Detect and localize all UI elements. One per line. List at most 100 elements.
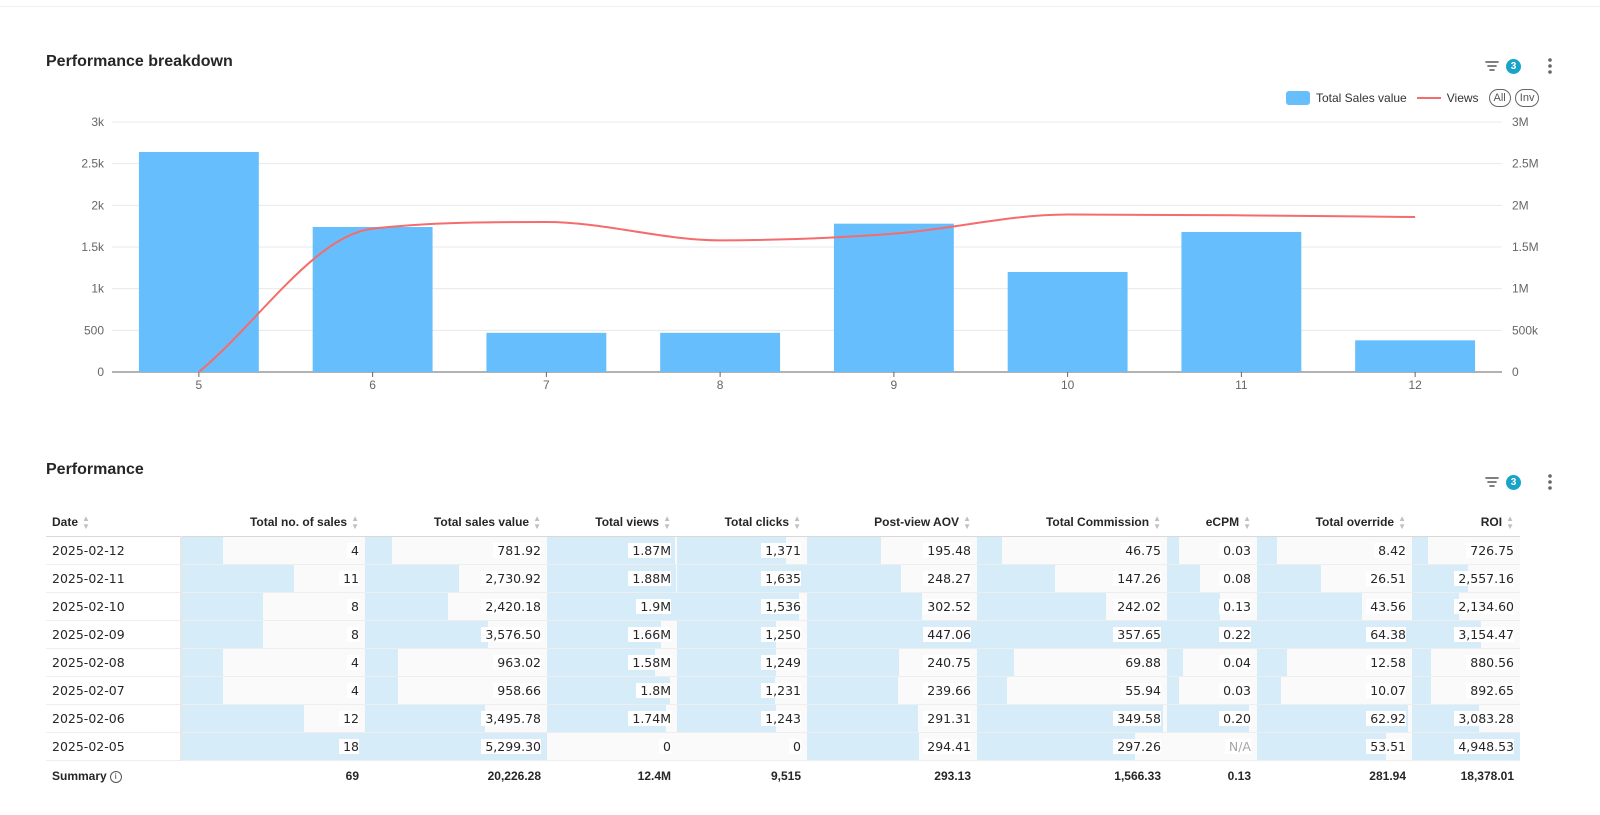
sort-icon[interactable]: ▲ ▼ xyxy=(1506,514,1514,531)
table-row[interactable]: 2025-02-05 18 5,299.30 0 0 294.41 297.26 N/A 53.… xyxy=(46,732,1520,761)
table-row[interactable]: 2025-02-07 4 958.66 1.8M 1,231 239.66 55.94 0.0… xyxy=(46,676,1520,705)
column-header-post-view-aov[interactable]: Post-view AOV ▲ ▼ xyxy=(807,510,977,537)
legend-inverse-button[interactable]: Inv xyxy=(1514,89,1540,107)
summary-cell: 1,566.33 xyxy=(977,760,1167,791)
metric-cell: 53.51 xyxy=(1257,732,1412,761)
metric-cell: 8.42 xyxy=(1257,536,1412,565)
cell-value: 1.74M xyxy=(628,711,671,726)
metric-cell: 2,730.92 xyxy=(365,564,547,593)
table-row[interactable]: 2025-02-06 12 3,495.78 1.74M 1,243 291.31 349.… xyxy=(46,704,1520,733)
cell-value: 43.56 xyxy=(1366,599,1406,614)
metric-cell: 55.94 xyxy=(977,676,1167,705)
combo-chart: 0 500 1k 1.5k 2k 2.5k 3k 0 500k 1M 1.5M 2M 2.5M 3M 5 6 7… xyxy=(81,115,1539,392)
column-header-label: Total clicks xyxy=(724,515,790,530)
table-filter-icon[interactable] xyxy=(1484,475,1500,491)
summary-cell: 69 xyxy=(181,760,365,791)
sort-icon[interactable]: ▲ ▼ xyxy=(663,514,671,531)
data-bar xyxy=(807,705,918,732)
column-header-label: Total Commission xyxy=(1045,515,1150,530)
data-bar xyxy=(1257,677,1282,704)
sort-icon[interactable]: ▲ ▼ xyxy=(793,514,801,531)
sort-icon[interactable]: ▲ ▼ xyxy=(1243,514,1251,531)
info-icon[interactable]: i xyxy=(109,770,122,783)
metric-cell: 1,231 xyxy=(677,676,807,705)
table-header-row: Date ▲ ▼ Total no. of sales ▲ ▼ Total sales va… xyxy=(46,510,1520,537)
sort-icon[interactable]: ▲ ▼ xyxy=(1153,514,1161,531)
cell-value: 12 xyxy=(339,711,359,726)
data-bar xyxy=(365,677,398,704)
sort-icon[interactable]: ▲ ▼ xyxy=(533,514,541,531)
cell-value: 0.13 xyxy=(1219,599,1251,614)
data-bar xyxy=(1167,593,1221,620)
column-header-total-clicks[interactable]: Total clicks ▲ ▼ xyxy=(677,510,807,537)
column-header-date[interactable]: Date ▲ ▼ xyxy=(46,510,181,537)
cell-value: 0.22 xyxy=(1219,627,1251,642)
metric-cell: 781.92 xyxy=(365,536,547,565)
column-header-total-override[interactable]: Total override ▲ ▼ xyxy=(1257,510,1412,537)
data-bar xyxy=(182,537,223,564)
metric-cell: 1.88M xyxy=(547,564,677,593)
data-bar xyxy=(677,621,777,648)
table-row[interactable]: 2025-02-11 11 2,730.92 1.88M 1,635 248.27 147.… xyxy=(46,564,1520,593)
sort-icon[interactable]: ▲ ▼ xyxy=(82,514,90,531)
sort-icon[interactable]: ▲ ▼ xyxy=(351,514,359,531)
left-axis-tick-label: 500 xyxy=(84,323,104,337)
metric-cell: 1,371 xyxy=(677,536,807,565)
data-bar xyxy=(365,705,486,732)
data-bar xyxy=(807,733,919,760)
metric-cell: 963.02 xyxy=(365,648,547,677)
table-more-icon[interactable] xyxy=(1544,472,1556,492)
metric-cell: 46.75 xyxy=(977,536,1167,565)
data-bar xyxy=(677,649,777,676)
column-header-ecpm[interactable]: eCPM ▲ ▼ xyxy=(1167,510,1257,537)
data-bar xyxy=(182,649,223,676)
chart-filter-icon[interactable] xyxy=(1484,59,1500,75)
metric-cell: 12 xyxy=(181,704,365,733)
cell-value: 880.56 xyxy=(1466,655,1514,670)
table-row[interactable]: 2025-02-10 8 2,420.18 1.9M 1,536 302.52 242.02… xyxy=(46,592,1520,621)
metric-cell: 447.06 xyxy=(807,620,977,649)
data-bar xyxy=(977,677,1007,704)
metric-cell: 195.48 xyxy=(807,536,977,565)
x-axis-tick-label: 6 xyxy=(369,378,376,392)
column-header-roi[interactable]: ROI ▲ ▼ xyxy=(1412,510,1520,537)
table-row[interactable]: 2025-02-08 4 963.02 1.58M 1,249 240.75 69.88 0.… xyxy=(46,648,1520,677)
column-header-label: Total sales value xyxy=(433,515,530,530)
cell-value: 294.41 xyxy=(923,739,971,754)
data-bar xyxy=(807,649,899,676)
cell-value: 2,134.60 xyxy=(1454,599,1514,614)
cell-value: 12.58 xyxy=(1366,655,1406,670)
metric-cell: 3,154.47 xyxy=(1412,620,1520,649)
table-row[interactable]: 2025-02-09 8 3,576.50 1.66M 1,250 447.06 357.6… xyxy=(46,620,1520,649)
right-axis-tick-label: 0 xyxy=(1512,365,1519,379)
chart-more-icon[interactable] xyxy=(1544,56,1556,76)
table-row[interactable]: 2025-02-12 4 781.92 1.87M 1,371 195.48 46.75 0.… xyxy=(46,536,1520,565)
column-header-total-no-of-sales[interactable]: Total no. of sales ▲ ▼ xyxy=(181,510,365,537)
column-header-total-sales-value[interactable]: Total sales value ▲ ▼ xyxy=(365,510,547,537)
metric-cell: 1,635 xyxy=(677,564,807,593)
column-header-total-commission[interactable]: Total Commission ▲ ▼ xyxy=(977,510,1167,537)
right-axis-tick-label: 2M xyxy=(1512,198,1529,212)
cell-value: 0 xyxy=(659,739,671,754)
metric-cell: 1.8M xyxy=(547,676,677,705)
legend-item-sales[interactable]: Total Sales value xyxy=(1286,91,1407,105)
bar-total-sales-8 xyxy=(660,332,781,372)
cell-value: 1.8M xyxy=(636,683,671,698)
cell-value: 0 xyxy=(789,739,801,754)
data-bar xyxy=(807,677,899,704)
metric-cell: 43.56 xyxy=(1257,592,1412,621)
date-cell: 2025-02-11 xyxy=(46,564,182,593)
data-bar xyxy=(182,733,365,760)
cell-value: 248.27 xyxy=(923,571,971,586)
sort-icon[interactable]: ▲ ▼ xyxy=(1398,514,1406,531)
metric-cell: 2,420.18 xyxy=(365,592,547,621)
legend-all-button[interactable]: All xyxy=(1488,89,1511,107)
column-header-label: Total no. of sales xyxy=(249,515,348,530)
data-bar xyxy=(1167,677,1180,704)
cell-value: 1,371 xyxy=(761,543,801,558)
sort-icon[interactable]: ▲ ▼ xyxy=(963,514,971,531)
metric-cell: 1,243 xyxy=(677,704,807,733)
legend-item-views[interactable]: Views xyxy=(1416,91,1479,105)
data-bar xyxy=(807,565,902,592)
column-header-total-views[interactable]: Total views ▲ ▼ xyxy=(547,510,677,537)
